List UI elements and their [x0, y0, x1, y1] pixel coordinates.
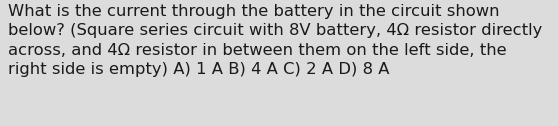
- Text: What is the current through the battery in the circuit shown
below? (Square seri: What is the current through the battery …: [8, 4, 543, 77]
